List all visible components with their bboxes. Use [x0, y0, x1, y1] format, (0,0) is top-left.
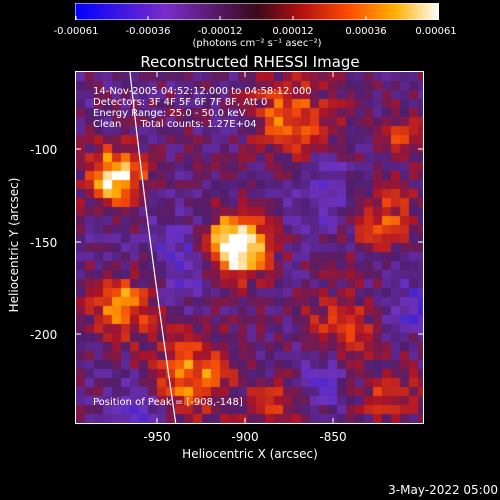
- image-title: Reconstructed RHESSI Image: [140, 53, 360, 71]
- info-detectors: Detectors: 3F 4F 5F 6F 7F 8F, Att 0: [93, 97, 268, 108]
- timestamp: 3-May-2022 05:00: [388, 483, 498, 497]
- info-energy: Energy Range: 25.0 - 50.0 keV: [93, 108, 246, 119]
- x-tick-label: -850: [319, 430, 347, 444]
- colorbar: [75, 3, 439, 20]
- colorbar-tick-label: -0.00012: [197, 26, 243, 37]
- x-tick-label: -900: [231, 430, 259, 444]
- axis-ticks: [75, 71, 424, 424]
- x-axis-label: Heliocentric X (arcsec): [182, 447, 318, 461]
- solar-limb-line: [129, 72, 177, 423]
- colorbar-tick-label: 0.00036: [345, 26, 387, 37]
- y-tick-label: -150: [30, 236, 58, 250]
- plot-area: [75, 71, 424, 424]
- y-tick-label: -100: [30, 143, 58, 157]
- rhessi-heatmap: [76, 72, 423, 423]
- x-tick-label: -950: [143, 430, 171, 444]
- colorbar-units: (photons cm⁻² s⁻¹ asec⁻²): [192, 38, 322, 49]
- y-axis-label: Heliocentric Y (arcsec): [7, 177, 21, 313]
- colorbar-tick-label: -0.00061: [53, 26, 99, 37]
- colorbar-tick-label: 0.00061: [415, 26, 457, 37]
- info-clean: Clean Total counts: 1.27E+04: [93, 119, 257, 130]
- info-time: 14-Nov-2005 04:52:12.000 to 04:58:12.000: [93, 86, 312, 97]
- colorbar-tick-label: 0.00012: [272, 26, 314, 37]
- colorbar-tick-label: -0.00036: [125, 26, 171, 37]
- peak-position: Position of Peak = [-908,-148]: [93, 397, 243, 408]
- y-tick-label: -200: [30, 328, 58, 342]
